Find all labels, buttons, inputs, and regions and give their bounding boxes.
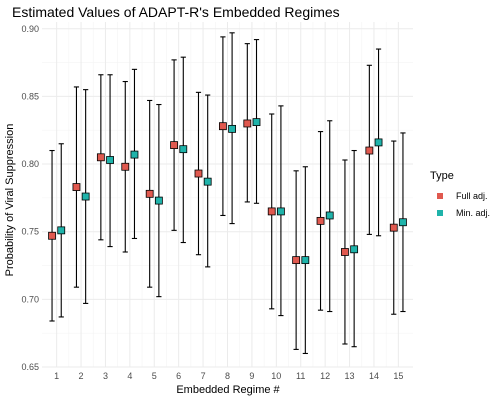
data-point: [374, 138, 383, 147]
legend: Type Full adj. Min. adj.: [430, 170, 490, 218]
data-point: [267, 207, 276, 216]
data-point: [277, 207, 285, 216]
data-point: [121, 162, 130, 171]
x-tick-label: 10: [271, 371, 281, 381]
legend-label: Full adj.: [456, 191, 488, 201]
data-point: [203, 177, 212, 186]
legend-swatch: [437, 210, 443, 216]
data-point: [170, 141, 178, 150]
x-tick-label: 4: [127, 371, 132, 381]
y-axis-ticks: 0.65 0.70 0.75 0.80 0.85 0.90: [21, 24, 39, 372]
data-point: [96, 153, 105, 162]
y-tick-label: 0.80: [21, 159, 39, 169]
data-point: [243, 119, 252, 128]
x-tick-label: 1: [54, 371, 59, 381]
data-point: [292, 256, 301, 265]
series-min-adj: [57, 32, 407, 355]
data-point: [179, 145, 188, 154]
data-marks: [48, 32, 407, 355]
chart-title: Estimated Values of ADAPT-R's Embedded R…: [12, 4, 340, 20]
legend-title: Type: [430, 170, 454, 182]
series-full-adj: [48, 36, 398, 350]
data-point: [301, 256, 310, 265]
data-point: [399, 218, 407, 227]
x-tick-label: 8: [225, 371, 230, 381]
data-point: [130, 150, 139, 159]
y-axis-title: Probability of Viral Suppression: [4, 124, 16, 277]
data-point: [145, 189, 154, 198]
data-point: [341, 248, 349, 256]
y-tick-label: 0.75: [21, 227, 39, 237]
x-tick-label: 11: [296, 371, 305, 381]
grid: [42, 22, 413, 368]
data-point: [350, 245, 359, 254]
x-tick-label: 9: [249, 371, 254, 381]
data-point: [365, 146, 374, 155]
legend-label: Min. adj.: [456, 208, 490, 218]
data-point: [316, 216, 325, 225]
y-tick-label: 0.85: [21, 91, 39, 101]
y-tick-label: 0.90: [21, 24, 39, 34]
data-point: [106, 156, 114, 164]
x-tick-label: 6: [176, 371, 181, 381]
data-point: [48, 231, 56, 240]
data-point: [57, 226, 66, 235]
data-point: [252, 118, 261, 127]
legend-swatch: [437, 193, 443, 199]
x-tick-label: 14: [369, 371, 379, 381]
data-point: [72, 183, 81, 191]
data-point: [325, 211, 334, 220]
x-tick-label: 5: [152, 371, 157, 381]
y-tick-label: 0.65: [21, 362, 39, 372]
x-tick-label: 15: [393, 371, 403, 381]
x-tick-label: 7: [201, 371, 206, 381]
x-tick-label: 2: [79, 371, 84, 381]
x-tick-label: 13: [345, 371, 355, 381]
data-point: [194, 169, 203, 178]
data-point: [81, 192, 90, 201]
x-tick-label: 3: [103, 371, 108, 381]
data-point: [389, 223, 398, 232]
x-tick-label: 12: [320, 371, 330, 381]
x-axis-ticks: 1 2 3 4 5 6 7 8 9 10 11 12 13 14 15: [54, 371, 403, 381]
data-point: [218, 122, 227, 131]
data-point: [154, 196, 163, 205]
x-axis-title: Embedded Regime #: [176, 384, 280, 396]
y-tick-label: 0.70: [21, 294, 39, 304]
data-point: [228, 124, 237, 133]
